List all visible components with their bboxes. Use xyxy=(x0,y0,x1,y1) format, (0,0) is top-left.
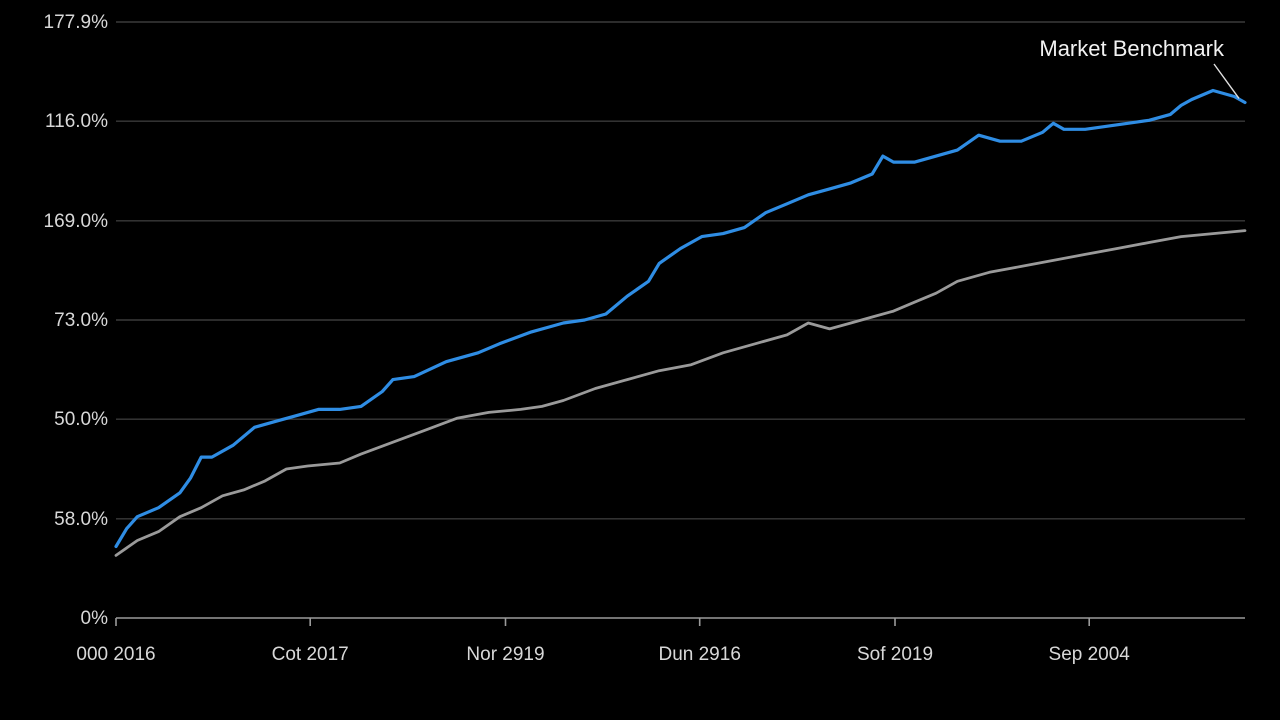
gridlines xyxy=(116,21,1245,619)
axes xyxy=(115,618,1090,626)
series-line-0 xyxy=(114,88,1247,549)
y-tick-label: 73.0% xyxy=(54,310,108,331)
y-tick-label: 177.9% xyxy=(44,12,109,33)
y-tick-label: 169.0% xyxy=(44,211,109,232)
x-tick-label: Nor 2919 xyxy=(466,644,544,665)
y-tick-label: 0% xyxy=(81,608,109,629)
x-tick-label: Dun 2916 xyxy=(658,644,740,665)
annotation: Market Benchmark xyxy=(1039,36,1240,99)
x-tick-label: Sof 2019 xyxy=(857,644,933,665)
series-line-1 xyxy=(114,229,1247,557)
y-tick-label: 58.0% xyxy=(54,509,108,530)
x-tick-label: Sep 2004 xyxy=(1049,644,1131,665)
x-tick-label: 000 2016 xyxy=(76,644,155,665)
annotation-leader xyxy=(1213,63,1240,99)
tick-labels: 0% 58.0% 50.0% 73.0% 169.0% 116.0% 177.9% 000 2… xyxy=(44,12,1131,665)
y-tick-label: 116.0% xyxy=(45,111,108,132)
series-lines xyxy=(114,88,1247,557)
y-tick-label: 50.0% xyxy=(54,409,108,430)
x-tick-label: Cot 2017 xyxy=(272,644,349,665)
annotation-label: Market Benchmark xyxy=(1039,36,1225,61)
